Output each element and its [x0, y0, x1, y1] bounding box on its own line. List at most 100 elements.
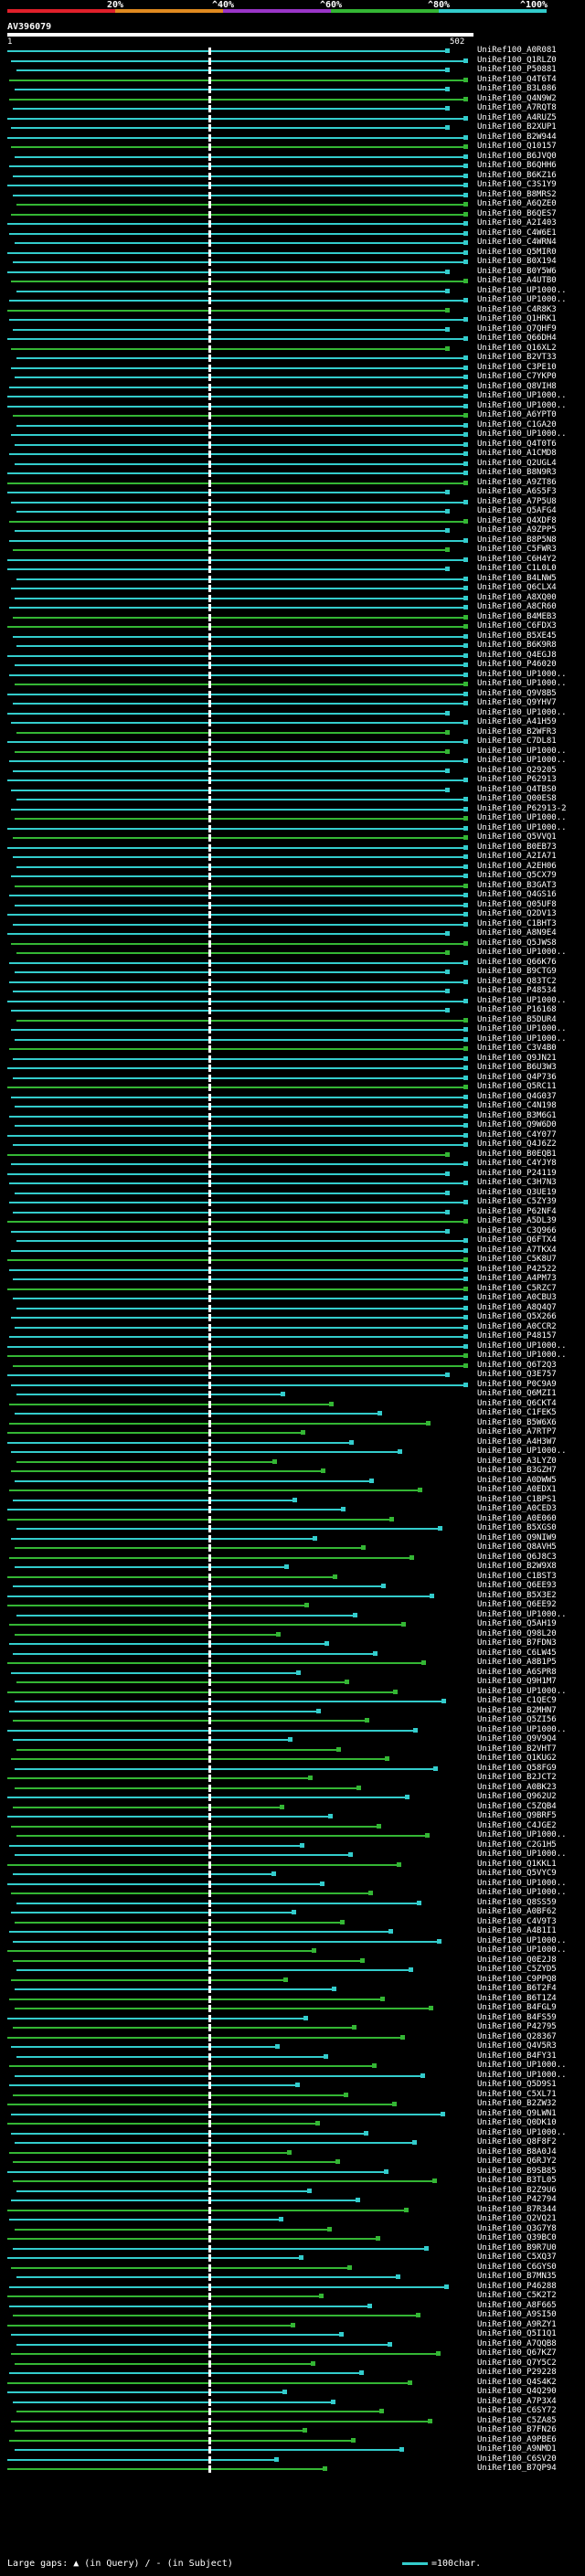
hit-row[interactable]: UniRef100_UP1000..: [0, 756, 585, 767]
hit-label[interactable]: UniRef100_Q4S4K2: [477, 2377, 557, 2387]
hit-label[interactable]: UniRef100_Q1KUG2: [477, 1754, 557, 1763]
hit-row[interactable]: UniRef100_P50881: [0, 65, 585, 76]
hit-label[interactable]: UniRef100_B3L086: [477, 84, 557, 93]
hit-label[interactable]: UniRef100_UP1000..: [477, 1724, 567, 1734]
hit-label[interactable]: UniRef100_A9ZT86: [477, 477, 557, 487]
hit-row[interactable]: UniRef100_A9ZPP5: [0, 525, 585, 536]
hit-row[interactable]: UniRef100_Q8VIH8: [0, 382, 585, 393]
hit-label[interactable]: UniRef100_Q5X266: [477, 1312, 557, 1321]
hit-label[interactable]: UniRef100_Q5AH19: [477, 1619, 557, 1628]
hit-row[interactable]: UniRef100_A9SI50: [0, 2310, 585, 2321]
hit-row[interactable]: UniRef100_B6QES7: [0, 209, 585, 220]
hit-row[interactable]: UniRef100_C5ZA85: [0, 2416, 585, 2427]
hit-label[interactable]: UniRef100_C1BHT3: [477, 918, 557, 928]
hit-label[interactable]: UniRef100_Q9YHV7: [477, 698, 557, 707]
hit-row[interactable]: UniRef100_B7FDN3: [0, 1638, 585, 1649]
hit-row[interactable]: UniRef100_A8Q4Q7: [0, 1303, 585, 1314]
hit-label[interactable]: UniRef100_B8A0J4: [477, 2147, 557, 2157]
hit-row[interactable]: UniRef100_B6JVQ0: [0, 152, 585, 163]
hit-row[interactable]: UniRef100_B2ZW32: [0, 2099, 585, 2110]
hit-row[interactable]: UniRef100_C3S1Y9: [0, 180, 585, 191]
hit-row[interactable]: UniRef100_UP1000..: [0, 401, 585, 412]
hit-row[interactable]: UniRef100_Q6RJY2: [0, 2157, 585, 2168]
hit-label[interactable]: UniRef100_Q6T2Q3: [477, 1360, 557, 1370]
hit-label[interactable]: UniRef100_C6SV20: [477, 2454, 557, 2464]
hit-row[interactable]: UniRef100_UP1000..: [0, 1724, 585, 1736]
hit-row[interactable]: UniRef100_Q4EGJ8: [0, 650, 585, 662]
hit-row[interactable]: UniRef100_Q66K76: [0, 957, 585, 969]
hit-label[interactable]: UniRef100_A0E060: [477, 1513, 557, 1523]
hit-label[interactable]: UniRef100_C2G1H5: [477, 1839, 557, 1850]
hit-row[interactable]: UniRef100_B7R344: [0, 2205, 585, 2216]
hit-label[interactable]: UniRef100_Q0E2J8: [477, 1955, 557, 1965]
hit-row[interactable]: UniRef100_Q8SS59: [0, 1898, 585, 1909]
hit-row[interactable]: UniRef100_A8N9E4: [0, 928, 585, 939]
hit-label[interactable]: UniRef100_B2Z9U6: [477, 2185, 557, 2195]
hit-row[interactable]: UniRef100_B9CTG9: [0, 967, 585, 978]
hit-label[interactable]: UniRef100_A5DL39: [477, 1216, 557, 1225]
hit-label[interactable]: UniRef100_C4WRN4: [477, 238, 557, 247]
hit-label[interactable]: UniRef100_Q66K76: [477, 957, 557, 967]
hit-label[interactable]: UniRef100_B3GAT3: [477, 880, 557, 890]
hit-row[interactable]: UniRef100_Q98L20: [0, 1629, 585, 1640]
hit-row[interactable]: UniRef100_A8CR60: [0, 602, 585, 613]
hit-row[interactable]: UniRef100_UP1000..: [0, 295, 585, 306]
hit-label[interactable]: UniRef100_Q4EGJ8: [477, 650, 557, 660]
hit-row[interactable]: UniRef100_A3LYZ0: [0, 1457, 585, 1468]
hit-label[interactable]: UniRef100_B9R7U0: [477, 2242, 557, 2253]
hit-row[interactable]: UniRef100_B9R7U0: [0, 2242, 585, 2254]
hit-label[interactable]: UniRef100_Q2DV13: [477, 909, 557, 918]
hit-label[interactable]: UniRef100_P24119: [477, 1168, 557, 1178]
hit-label[interactable]: UniRef100_A4RUZ5: [477, 112, 557, 122]
hit-label[interactable]: UniRef100_C1QEC9: [477, 1696, 557, 1705]
hit-label[interactable]: UniRef100_B6T2F4: [477, 1984, 557, 1993]
hit-row[interactable]: UniRef100_C1BHT3: [0, 918, 585, 930]
hit-label[interactable]: UniRef100_UP1000..: [477, 2127, 567, 2137]
hit-label[interactable]: UniRef100_B0X194: [477, 257, 557, 266]
hit-label[interactable]: UniRef100_Q1KKL1: [477, 1859, 557, 1869]
hit-row[interactable]: UniRef100_B0EQB1: [0, 1150, 585, 1161]
hit-label[interactable]: UniRef100_P16168: [477, 1005, 557, 1014]
hit-row[interactable]: UniRef100_A7TKX4: [0, 1246, 585, 1256]
hit-label[interactable]: UniRef100_Q4T6T4: [477, 74, 557, 84]
hit-label[interactable]: UniRef100_Q6CKT4: [477, 1398, 557, 1408]
hit-label[interactable]: UniRef100_Q2VQ21: [477, 2214, 557, 2223]
hit-row[interactable]: UniRef100_Q3G7Y8: [0, 2224, 585, 2235]
hit-label[interactable]: UniRef100_B3M6G1: [477, 1110, 557, 1120]
hit-label[interactable]: UniRef100_B9SB85: [477, 2166, 557, 2176]
hit-label[interactable]: UniRef100_C4R8K3: [477, 304, 557, 314]
hit-row[interactable]: UniRef100_Q9LWN1: [0, 2109, 585, 2120]
hit-row[interactable]: UniRef100_UP1000..: [0, 1610, 585, 1621]
hit-row[interactable]: UniRef100_B6KZ16: [0, 171, 585, 182]
hit-label[interactable]: UniRef100_UP1000..: [477, 669, 567, 679]
hit-row[interactable]: UniRef100_Q29205: [0, 766, 585, 777]
hit-row[interactable]: UniRef100_B6T2F4: [0, 1984, 585, 1995]
hit-row[interactable]: UniRef100_Q5VVQ1: [0, 832, 585, 843]
hit-label[interactable]: UniRef100_A8F665: [477, 2300, 557, 2310]
hit-label[interactable]: UniRef100_UP1000..: [477, 1935, 567, 1945]
hit-label[interactable]: UniRef100_C3S1Y9: [477, 180, 557, 189]
hit-row[interactable]: UniRef100_Q4G037: [0, 1092, 585, 1103]
hit-row[interactable]: UniRef100_UP1000..: [0, 1935, 585, 1947]
hit-label[interactable]: UniRef100_UP1000..: [477, 391, 567, 400]
hit-label[interactable]: UniRef100_B3TL05: [477, 2176, 557, 2185]
hit-row[interactable]: UniRef100_B0Y5W6: [0, 267, 585, 278]
hit-label[interactable]: UniRef100_B2W944: [477, 132, 557, 142]
hit-row[interactable]: UniRef100_C6SY72: [0, 2406, 585, 2417]
hit-label[interactable]: UniRef100_Q8AVH5: [477, 1542, 557, 1552]
hit-label[interactable]: UniRef100_UP1000..: [477, 707, 567, 717]
hit-row[interactable]: UniRef100_Q66DH4: [0, 334, 585, 345]
hit-row[interactable]: UniRef100_Q4TBS0: [0, 785, 585, 796]
hit-row[interactable]: UniRef100_Q9BRF5: [0, 1811, 585, 1822]
hit-label[interactable]: UniRef100_A0CBU3: [477, 1293, 557, 1302]
hit-label[interactable]: UniRef100_Q4N9W2: [477, 93, 557, 103]
hit-row[interactable]: UniRef100_Q4GS16: [0, 890, 585, 901]
hit-row[interactable]: UniRef100_UP1000..: [0, 813, 585, 824]
hit-row[interactable]: UniRef100_C5RZC7: [0, 1284, 585, 1295]
hit-row[interactable]: UniRef100_A8B1P5: [0, 1658, 585, 1669]
hit-label[interactable]: UniRef100_P42794: [477, 2195, 557, 2204]
hit-row[interactable]: UniRef100_A9RZY1: [0, 2320, 585, 2331]
hit-row[interactable]: UniRef100_Q6EE92: [0, 1600, 585, 1611]
hit-label[interactable]: UniRef100_Q4P736: [477, 1072, 557, 1082]
hit-label[interactable]: UniRef100_A0BF62: [477, 1907, 557, 1916]
